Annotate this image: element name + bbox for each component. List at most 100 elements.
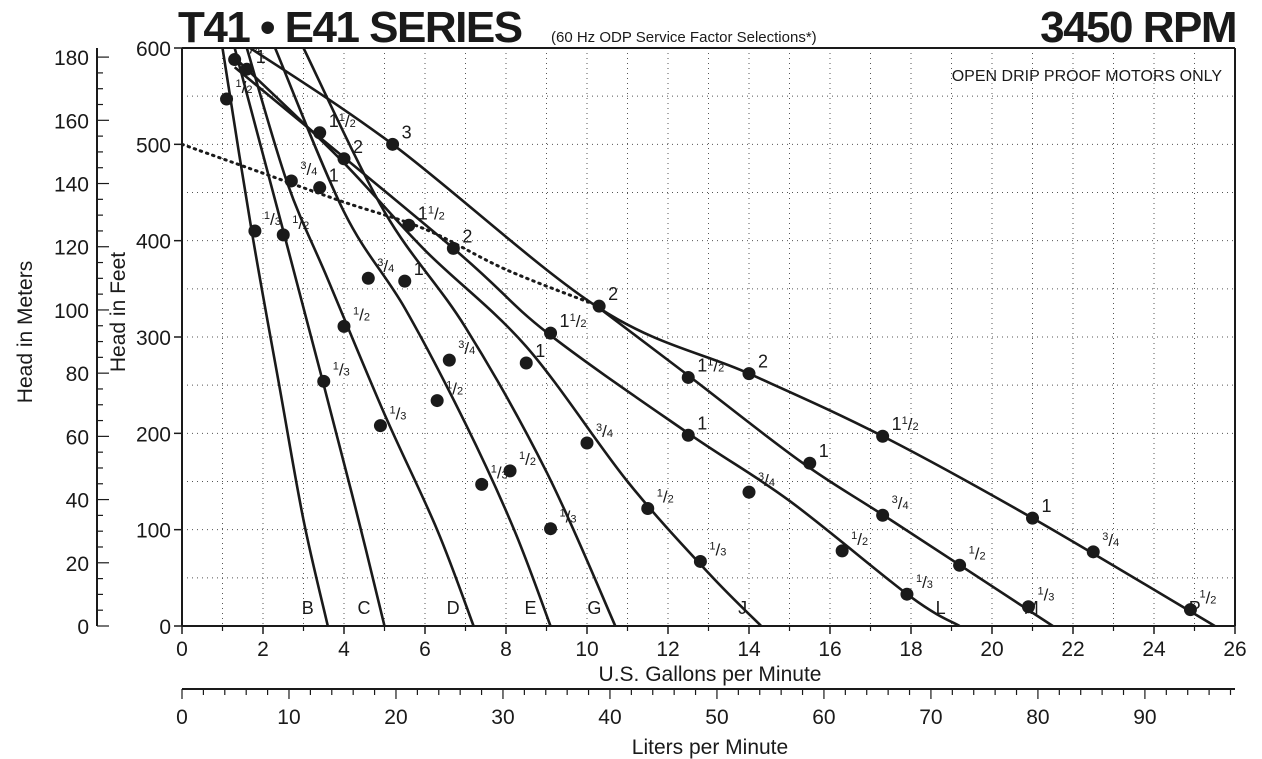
motor-note: OPEN DRIP PROOF MOTORS ONLY [952, 68, 1223, 85]
meter-tick-label: 20 [66, 553, 89, 576]
hp-numerator: 3 [300, 160, 306, 172]
lpm-tick-label: 30 [491, 706, 514, 729]
hp-label: 1 [535, 341, 545, 361]
curve-line-D [245, 48, 475, 626]
hp-label: 1/2 [519, 450, 536, 469]
curve-L: 211/213/41/21/3L [233, 66, 961, 626]
hp-marker [248, 224, 262, 238]
hp-denominator: 4 [607, 428, 613, 440]
hp-denominator: 2 [364, 311, 370, 323]
x-tick-label: 4 [338, 638, 350, 661]
hp-numerator: 1 [236, 78, 242, 90]
x-tick-label: 14 [737, 638, 761, 661]
y-tick-label: 400 [136, 231, 171, 254]
hp-slash: / [250, 39, 255, 58]
hp-whole: 1 [329, 111, 339, 131]
meter-tick-label: 80 [66, 363, 89, 386]
hp-label: 1/3 [560, 508, 577, 527]
y-tick-label: 100 [136, 520, 171, 543]
hp-label: 1/3 [1037, 586, 1054, 605]
hp-marker [519, 356, 533, 370]
y-tick-label: 500 [136, 134, 171, 157]
hp-slash: / [566, 508, 571, 527]
hp-denominator: 4 [388, 263, 394, 275]
chart-subtitle: (60 Hz ODP Service Factor Selections*) [551, 29, 817, 46]
hp-marker [446, 241, 460, 255]
hp-slash: / [396, 405, 401, 424]
hp-label: 1 [819, 441, 829, 461]
hp-label: 1 [256, 47, 266, 67]
hp-label: 3/4 [1102, 531, 1119, 550]
hp-whole: 1 [418, 203, 428, 223]
hp-slash: / [306, 160, 311, 179]
hp-slash: / [1206, 589, 1211, 608]
hp-marker [402, 218, 416, 232]
y2-axis-label: Head in Meters [14, 261, 37, 403]
curve-C: 3/41/21/3C [228, 39, 386, 626]
hp-slash: / [452, 380, 457, 399]
hp-marker [317, 374, 331, 388]
meter-tick-label: 180 [54, 47, 89, 70]
chart-title: T41 • E41 SERIES [178, 3, 522, 52]
hp-slash: / [857, 530, 862, 549]
hp-whole: 1 [892, 414, 902, 434]
hp-label: 1/2 [292, 214, 309, 233]
hp-marker [803, 456, 817, 470]
hp-label: 1/3 [333, 360, 350, 379]
hp-whole: 3 [402, 122, 412, 142]
hp-marker [693, 554, 707, 568]
hp-marker [386, 137, 400, 151]
lpm-tick-label: 10 [277, 706, 300, 729]
hp-numerator: 1 [292, 214, 298, 226]
hp-numerator: 3 [892, 494, 898, 506]
hp-marker [900, 587, 914, 601]
hp-slash: / [525, 450, 530, 469]
hp-numerator: 3 [596, 422, 602, 434]
hp-slash: / [663, 487, 668, 506]
hp-numerator: 3 [377, 257, 383, 269]
x-tick-label: 12 [656, 638, 679, 661]
hp-label: 1/2 [851, 530, 868, 549]
hp-label: 3/4 [758, 471, 775, 490]
x-tick-label: 18 [899, 638, 922, 661]
y-tick-label: 200 [136, 423, 171, 446]
hp-label: 2 [353, 137, 363, 157]
x-tick-label: 24 [1142, 638, 1166, 661]
lpm-tick-label: 80 [1026, 706, 1049, 729]
hp-label: 1/2 [657, 487, 674, 506]
curve-name-label: P [1189, 598, 1201, 618]
hp-denominator: 2 [913, 421, 919, 433]
hp-slash: / [908, 415, 913, 434]
curve-E: 13/41/21/3E [273, 48, 552, 626]
lpm-tick-label: 40 [598, 706, 621, 729]
x-tick-label: 10 [575, 638, 598, 661]
curve-line-C [233, 48, 386, 626]
efficiency-boundary-line [182, 142, 601, 308]
hp-marker [337, 319, 351, 333]
hp-denominator: 3 [400, 411, 406, 423]
hp-whole: 1 [1042, 496, 1052, 516]
hp-numerator: 3 [1102, 531, 1108, 543]
hp-denominator: 2 [303, 220, 309, 232]
hp-denominator: 3 [720, 546, 726, 558]
hp-denominator: 4 [469, 345, 475, 357]
speed-label: 3450 RPM [1040, 3, 1236, 52]
meter-tick-label: 120 [54, 237, 89, 260]
hp-denominator: 2 [246, 84, 252, 96]
x-tick-label: 2 [257, 638, 269, 661]
hp-marker [681, 428, 695, 442]
hp-numerator: 1 [428, 204, 434, 216]
x-tick-label: 20 [980, 638, 1003, 661]
y-tick-label: 0 [159, 616, 171, 639]
x-axis-label: U.S. Gallons per Minute [599, 663, 822, 686]
hp-numerator: 1 [902, 415, 908, 427]
y-axis-label: Head in Feet [107, 252, 130, 372]
hp-numerator: 1 [389, 405, 395, 417]
hp-marker [953, 558, 967, 572]
hp-numerator: 1 [491, 463, 497, 475]
hp-marker [876, 508, 890, 522]
curve-J: 211/213/41/21/3J [233, 56, 763, 626]
hp-marker [475, 477, 489, 491]
curve-name-label: C [358, 598, 371, 618]
